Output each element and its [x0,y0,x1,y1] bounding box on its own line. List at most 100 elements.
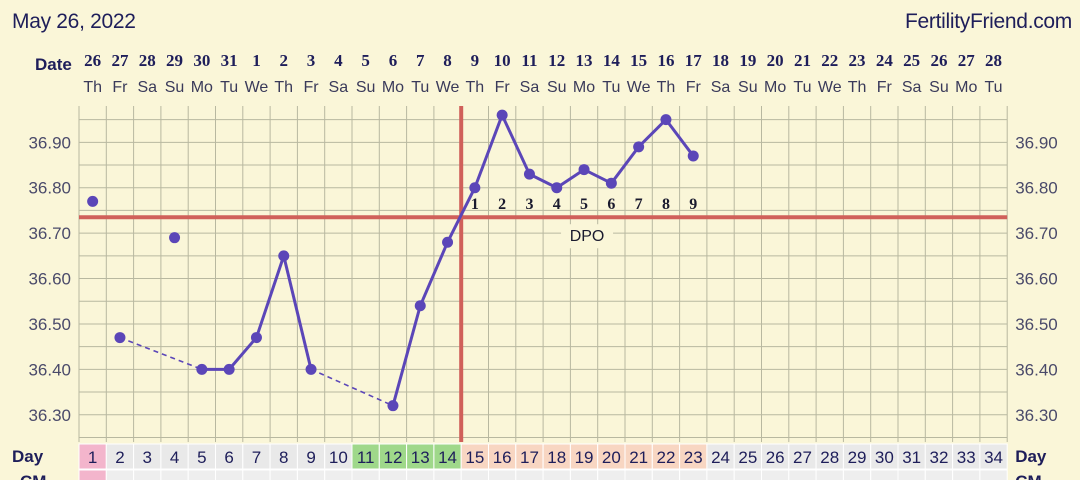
cycle-day-cell [269,443,298,470]
temp-line [446,187,477,243]
cm-cell [679,469,708,480]
weekday-label: Mo [382,79,404,96]
dpo-number: 3 [525,196,533,213]
temp-line [255,255,286,339]
temp-point [442,236,454,248]
cm-cell [924,469,954,480]
cycle-day-number: 7 [252,448,261,467]
cm-cell [133,469,162,480]
weekday-label: Th [657,79,676,96]
temp-line [282,255,313,370]
date-label: 18 [712,51,729,70]
cm-cell [788,469,817,480]
cycle-day-cell [433,443,462,470]
cycle-day-number: 29 [848,448,867,467]
weekday-label: Sa [711,79,731,96]
temp-line [418,241,449,307]
y-tick-label-right: 36.30 [1015,406,1058,425]
cm-cell [351,469,380,480]
weekday-label: Th [848,79,867,96]
cycle-day-number: 15 [465,448,484,467]
temp-point [114,332,126,344]
dpo-number: 9 [689,196,697,213]
cm-cell [542,469,571,480]
weekday-label: Mo [955,79,977,96]
date-label: 27 [111,51,129,70]
cycle-day-number: 31 [902,448,921,467]
date-label: 5 [361,51,370,70]
temp-line [473,114,504,189]
cycle-day-number: 16 [493,448,512,467]
cm-cell [815,469,844,480]
date-label: 15 [630,51,647,70]
brand-name[interactable]: FertilityFriend.com [905,10,1072,33]
date-label: 22 [821,51,838,70]
temp-point [605,177,617,189]
date-label: 24 [876,51,894,70]
cycle-day-number: 20 [602,448,621,467]
cycle-day-number: 12 [383,448,402,467]
dpo-label: DPO [570,228,605,245]
temp-line [228,336,258,371]
cycle-day-number: 25 [738,448,757,467]
temp-point [578,164,590,176]
cm-cell [78,469,107,480]
cycle-day-cell [133,443,162,470]
cycle-day-cell [215,443,244,470]
temp-line [664,118,695,157]
cycle-day-cell [706,443,735,470]
date-label: 23 [849,51,866,70]
cycle-day-cell [788,443,817,470]
weekday-label: Su [547,79,567,96]
temp-line [610,145,640,185]
cm-cell [761,469,790,480]
cm-cell [569,469,599,480]
cycle-day-cell [242,443,271,470]
cycle-day-number: 17 [520,448,539,467]
y-tick-label-left: 36.30 [28,406,71,425]
cm-cell [324,469,353,480]
y-tick-label-right: 36.40 [1015,360,1058,379]
y-tick-label-right: 36.60 [1015,270,1058,289]
weekday-label: Fr [686,79,702,96]
date-label: 17 [685,51,703,70]
date-label: 4 [334,51,343,70]
cycle-day-number: 33 [957,448,976,467]
weekday-label: Mo [764,79,786,96]
cycle-day-number: 23 [684,448,703,467]
cycle-day-number: 32 [929,448,948,467]
cycle-day-number: 1 [88,448,97,467]
y-tick-label-right: 36.80 [1015,179,1058,198]
cm-cell [706,469,735,480]
date-label: 29 [166,51,183,70]
dpo-number: 8 [662,196,670,213]
cm-row-label-left: CM [20,472,46,480]
temp-point [278,250,290,262]
weekday-label: Fr [303,79,319,96]
temp-point [496,109,508,121]
weekday-label: Su [929,79,949,96]
cm-cell [842,469,872,480]
cycle-day-cell [651,443,681,470]
date-label: 1 [252,51,261,70]
weekday-label: Mo [191,79,213,96]
cycle-day-cell [296,443,326,470]
temp-point-discarded [169,232,181,244]
weekday-label: Fr [112,79,128,96]
cycle-day-number: 24 [711,448,730,467]
cycle-day-cell [733,443,763,470]
day-row-label-left: Day [12,447,44,466]
y-tick-label-left: 36.50 [28,315,71,334]
date-label: 2 [280,51,289,70]
temp-line [391,305,422,407]
dpo-label-bg [561,224,614,249]
weekday-label: Sa [902,79,922,96]
weekday-label: Tu [411,79,429,96]
dpo-number: 6 [607,196,615,213]
weekday-label: We [245,79,269,96]
cm-cell [979,469,1008,480]
date-label: 10 [494,51,511,70]
cycle-day-number: 22 [656,448,675,467]
date-label: 11 [521,51,537,70]
